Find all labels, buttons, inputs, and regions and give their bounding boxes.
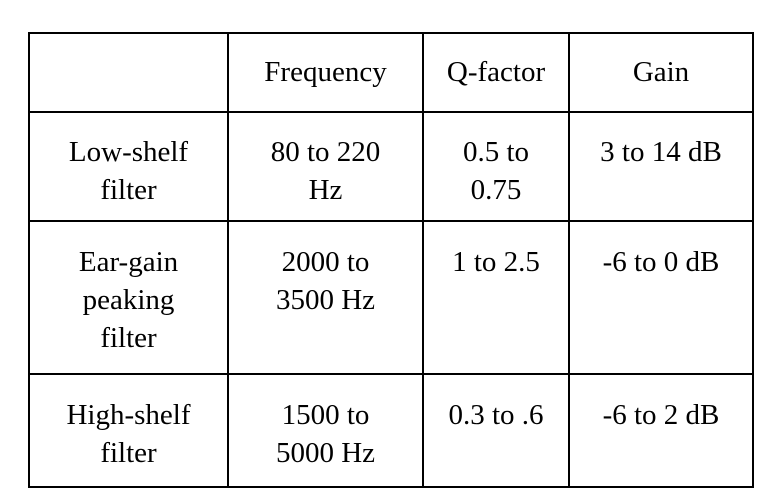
header-cell-empty — [28, 32, 229, 113]
table-row: High-shelf filter 1500 to 5000 Hz 0.3 to… — [28, 373, 754, 488]
frequency-cell: 1500 to 5000 Hz — [227, 373, 424, 488]
q-factor-cell: 1 to 2.5 — [422, 220, 570, 375]
header-cell-gain: Gain — [568, 32, 754, 113]
filter-name-cell: Ear-gain peaking filter — [28, 220, 229, 375]
filter-parameters-table: Frequency Q-factor Gain Low-shelf filter… — [28, 32, 754, 488]
header-row: Frequency Q-factor Gain — [28, 32, 754, 113]
table-row: Ear-gain peaking filter 2000 to 3500 Hz … — [28, 220, 754, 375]
gain-cell: -6 to 2 dB — [568, 373, 754, 488]
frequency-cell: 80 to 220 Hz — [227, 111, 424, 222]
header-cell-q-factor: Q-factor — [422, 32, 570, 113]
filter-name-cell: High-shelf filter — [28, 373, 229, 488]
q-factor-cell: 0.5 to 0.75 — [422, 111, 570, 222]
gain-cell: 3 to 14 dB — [568, 111, 754, 222]
filter-name-cell: Low-shelf filter — [28, 111, 229, 222]
table-row: Low-shelf filter 80 to 220 Hz 0.5 to 0.7… — [28, 111, 754, 222]
header-cell-frequency: Frequency — [227, 32, 424, 113]
frequency-cell: 2000 to 3500 Hz — [227, 220, 424, 375]
gain-cell: -6 to 0 dB — [568, 220, 754, 375]
q-factor-cell: 0.3 to .6 — [422, 373, 570, 488]
